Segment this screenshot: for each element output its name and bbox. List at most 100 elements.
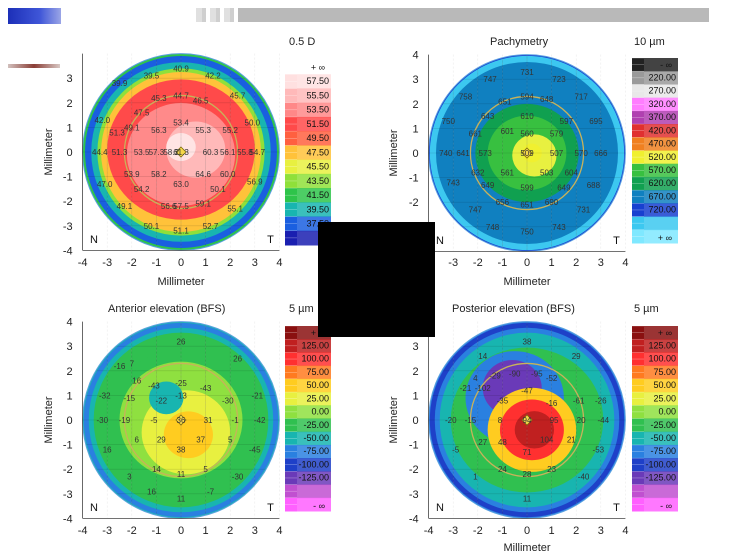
legend-value-label: 25.00 — [306, 393, 329, 403]
map-value-label: 579 — [550, 129, 564, 138]
map-value-label: -5 — [452, 446, 460, 455]
map-value-label: 743 — [447, 179, 461, 188]
map-value-label: 747 — [469, 206, 483, 215]
legend-swatch-bg — [297, 418, 331, 433]
map-value-label: 29 — [157, 436, 166, 445]
map-value-label: 63.0 — [173, 180, 189, 189]
legend-swatch-bg — [644, 97, 678, 112]
legend-swatch-bg — [644, 110, 678, 125]
legend-swatch-bg — [644, 150, 678, 165]
map-value-label: 28 — [523, 470, 532, 479]
x-tick-label: 2 — [227, 257, 233, 269]
legend-top-label: + ∞ — [311, 328, 325, 338]
legend-swatch-bg — [644, 444, 678, 459]
legend-value-label: -50.00 — [650, 433, 676, 443]
map-value-label: 601 — [501, 127, 515, 136]
map-value-label: 651 — [520, 201, 534, 210]
legend-swatch — [632, 484, 644, 499]
y-tick-label: 0 — [412, 148, 418, 160]
map-value-label: 641 — [456, 149, 470, 158]
legend-value-label: 125.00 — [648, 340, 676, 350]
legend-swatch-bg — [644, 203, 678, 218]
map-value-label: -30 — [96, 416, 108, 425]
y-tick-label: -3 — [409, 489, 419, 501]
legend-swatch-bg — [297, 444, 331, 459]
legend-swatch — [632, 84, 644, 99]
map-value-label: 39.5 — [144, 72, 160, 81]
map-value-label: 507 — [550, 149, 564, 158]
header-decor-bar — [8, 64, 60, 68]
legend-value-label: 75.00 — [653, 367, 676, 377]
map-value-label: 6 — [134, 436, 139, 445]
map-value-label: 560 — [520, 129, 534, 138]
map-value-label: -102 — [475, 384, 492, 393]
map-value-label: 48 — [498, 438, 507, 447]
map-value-label: 14 — [478, 352, 487, 361]
map-value-label: 4 — [473, 374, 478, 383]
map-value-label: 594 — [520, 92, 534, 101]
legend-value-label: 720.00 — [648, 205, 676, 215]
legend-swatch — [632, 58, 644, 72]
map-value-label: -44 — [597, 416, 609, 425]
map-value-label: 758 — [459, 92, 473, 101]
map-value-label: 55.1 — [227, 205, 243, 214]
legend-swatch-bg — [644, 405, 678, 419]
map-value-label: -90 — [509, 369, 521, 378]
x-tick-label: 2 — [227, 525, 233, 537]
legend-swatch-bg — [644, 163, 678, 178]
legend-value-label: 620.00 — [648, 178, 676, 188]
legend-value-label: 0.00 — [658, 407, 676, 417]
map-value-label: 740 — [439, 149, 453, 158]
x-tick-label: 4 — [276, 257, 282, 269]
map-value-label: -22 — [156, 396, 168, 405]
x-tick-label: 1 — [203, 257, 209, 269]
map-value-label: 53.4 — [173, 118, 189, 127]
y-axis-title: Millimeter — [43, 128, 55, 175]
redacted-block — [318, 222, 435, 337]
y-tick-label: 3 — [66, 73, 72, 85]
map-value-label: -21 — [251, 391, 263, 400]
map-value-label: 37 — [196, 436, 205, 445]
map-value-label: 55.2 — [222, 126, 238, 135]
map-value-label: -30 — [232, 473, 244, 482]
x-tick-label: -2 — [127, 525, 137, 537]
legend-swatch-bg — [297, 352, 331, 367]
temporal-label: T — [267, 502, 274, 514]
map-value-label: 54.7 — [249, 148, 265, 157]
legend-top-label: + ∞ — [658, 328, 672, 338]
map-value-label: 49.1 — [124, 123, 140, 132]
map-value-label: 643 — [481, 112, 495, 121]
legend-swatch-bg — [644, 190, 678, 204]
map-value-label: 503 — [540, 169, 554, 178]
header-redacted-text — [196, 8, 236, 22]
legend-value-label: 57.50 — [306, 76, 329, 86]
legend-value-label: 125.00 — [301, 340, 329, 350]
y-tick-label: 0 — [412, 415, 418, 427]
legend-swatch — [632, 203, 644, 218]
x-tick-label: -3 — [448, 525, 458, 537]
header-title-bar — [238, 8, 709, 22]
map-value-label: -45 — [249, 446, 261, 455]
legend-swatch — [632, 392, 644, 406]
legend-swatch — [285, 216, 297, 232]
map-value-label: 743 — [552, 223, 566, 232]
x-tick-label: 4 — [622, 257, 628, 269]
legend-swatch-bg — [297, 116, 331, 132]
x-tick-label: 2 — [573, 525, 579, 537]
map-value-label: 731 — [577, 206, 591, 215]
legend-value-label: 100.00 — [301, 354, 329, 364]
x-tick-label: -2 — [473, 525, 483, 537]
legend-value-label: 320.00 — [648, 99, 676, 109]
map-value-label: 49.1 — [117, 202, 133, 211]
legend-value-label: 37.50 — [306, 219, 329, 229]
pupil-ring — [123, 94, 239, 210]
color-scale-legend: + ∞ 125.00 100.00 75.00 50.00 25.00 0.00 -25.00… — [285, 325, 331, 512]
legend-swatch-bg — [644, 458, 678, 472]
map-value-label: -21 — [460, 384, 472, 393]
map-value-label: 47.0 — [97, 180, 113, 189]
legend-swatch-bg — [297, 60, 331, 75]
map-value-label: -42 — [254, 416, 266, 425]
legend-value-label: 51.50 — [306, 119, 329, 129]
legend-swatch-bg — [644, 471, 678, 486]
map-value-label: 24 — [498, 465, 507, 474]
